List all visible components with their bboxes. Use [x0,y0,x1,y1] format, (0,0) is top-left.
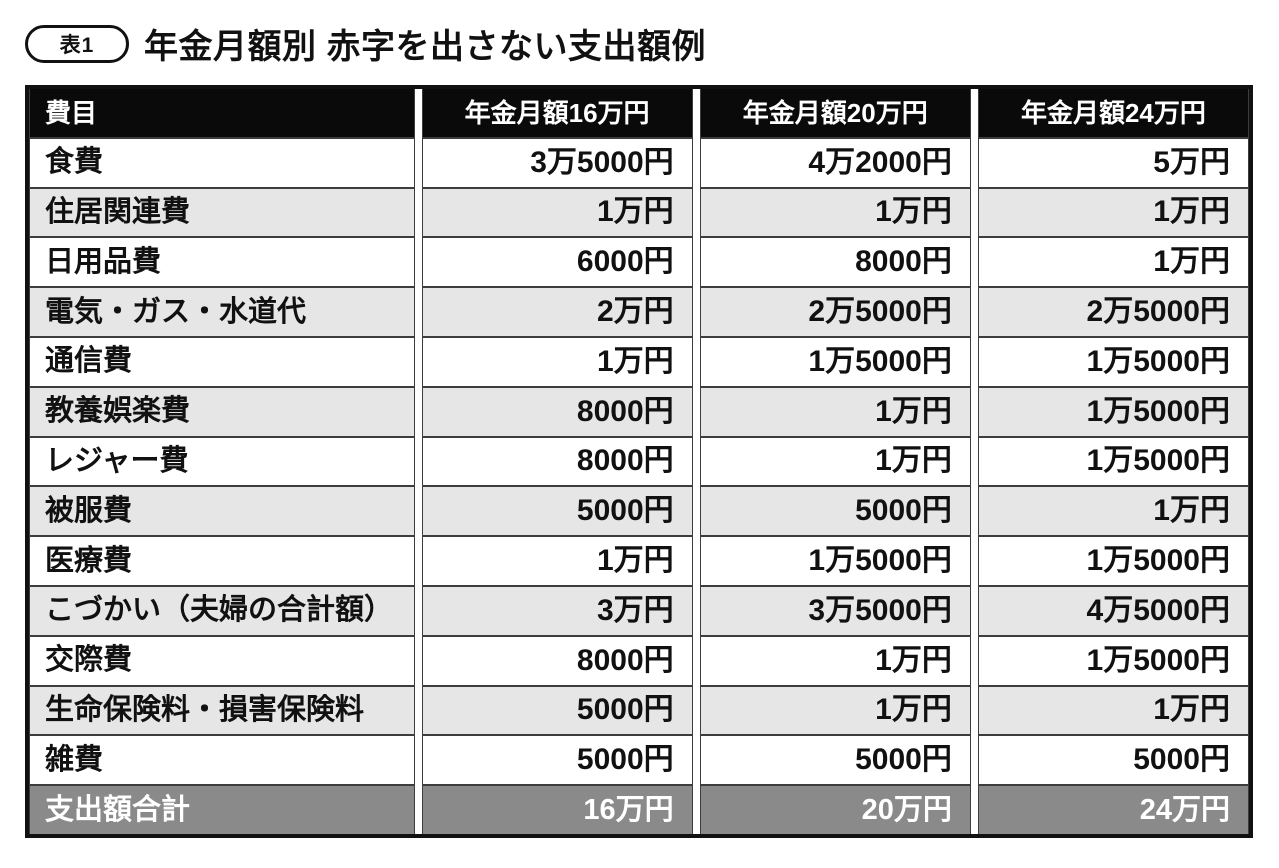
row-label-cell: レジャー費 [30,435,414,486]
total-value-cell: 20万円 [700,784,970,834]
value-cell: 5000円 [422,684,692,735]
row-label-cell: 住居関連費 [30,186,414,237]
value-cell: 8000円 [422,634,692,685]
value-cell: 1万円 [700,186,970,237]
total-value-cell: 24万円 [978,784,1248,834]
row-label-cell: 教養娯楽費 [30,385,414,436]
figure-title: 年金月額別 赤字を出さない支出額例 [144,28,706,66]
column-pension-3: 年金月額24万円 5万円 1万円 1万円 2万5000円 1万5000円 1万5000円 1万… [977,89,1249,834]
column-items: 費目 食費 住居関連費 日用品費 電気・ガス・水道代 通信費 教養娯楽費 レジャー費 被服費 医療… [29,89,415,834]
value-cell: 2万5000円 [978,286,1248,336]
value-cell: 1万円 [422,335,692,386]
value-cell: 8000円 [700,236,970,287]
value-cell: 3万5000円 [700,584,970,635]
value-cell: 1万円 [422,186,692,237]
value-cell: 1万円 [422,535,692,585]
value-cell: 5000円 [700,734,970,785]
value-cell: 1万円 [978,236,1248,287]
column-header: 年金月額16万円 [422,89,692,137]
value-cell: 6000円 [422,236,692,287]
value-cell: 4万2000円 [700,136,970,187]
value-cell: 1万5000円 [700,535,970,585]
value-cell: 1万5000円 [978,535,1248,585]
value-cell: 1万円 [978,684,1248,735]
value-cell: 1万円 [700,435,970,486]
value-cell: 5000円 [700,485,970,536]
row-label-cell: 日用品費 [30,236,414,287]
row-label-cell: 食費 [30,136,414,187]
value-cell: 1万円 [978,186,1248,237]
column-header: 費目 [30,89,414,137]
figure-title-bar: 表1 年金月額別 赤字を出さない支出額例 [25,19,706,68]
value-cell: 1万円 [700,684,970,735]
value-cell: 8000円 [422,435,692,486]
value-cell: 5000円 [422,734,692,785]
table-number-badge: 表1 [25,24,129,63]
row-label-cell: 医療費 [30,535,414,585]
row-label-cell: 電気・ガス・水道代 [30,286,414,336]
value-cell: 5万円 [978,136,1248,187]
row-label-cell: 生命保険料・損害保険料 [30,684,414,735]
value-cell: 5000円 [422,485,692,536]
column-header: 年金月額24万円 [978,89,1248,137]
row-label-cell: 交際費 [30,634,414,685]
row-label-cell: 通信費 [30,335,414,386]
value-cell: 3万5000円 [422,136,692,187]
value-cell: 1万5000円 [978,634,1248,685]
value-cell: 1万5000円 [978,335,1248,386]
value-cell: 1万円 [978,485,1248,536]
row-label-cell: 被服費 [30,485,414,536]
row-label-cell: 雑費 [30,734,414,785]
column-pension-1: 年金月額16万円 3万5000円 1万円 6000円 2万円 1万円 8000円 8000円 5… [421,89,693,834]
value-cell: 4万5000円 [978,584,1248,635]
total-label-cell: 支出額合計 [30,784,414,834]
column-pension-2: 年金月額20万円 4万2000円 1万円 8000円 2万5000円 1万5000円 1万円… [699,89,971,834]
value-cell: 2万5000円 [700,286,970,336]
value-cell: 8000円 [422,385,692,436]
total-value-cell: 16万円 [422,784,692,834]
value-cell: 1万円 [700,385,970,436]
column-header: 年金月額20万円 [700,89,970,137]
value-cell: 1万円 [700,634,970,685]
value-cell: 5000円 [978,734,1248,785]
value-cell: 2万円 [422,286,692,336]
value-cell: 1万5000円 [978,435,1248,486]
value-cell: 3万円 [422,584,692,635]
row-label-cell: こづかい（夫婦の合計額） [30,584,414,635]
expense-table: 費目 食費 住居関連費 日用品費 電気・ガス・水道代 通信費 教養娯楽費 レジャー費 被服費 医療… [25,85,1253,838]
value-cell: 1万5000円 [978,385,1248,436]
value-cell: 1万5000円 [700,335,970,386]
